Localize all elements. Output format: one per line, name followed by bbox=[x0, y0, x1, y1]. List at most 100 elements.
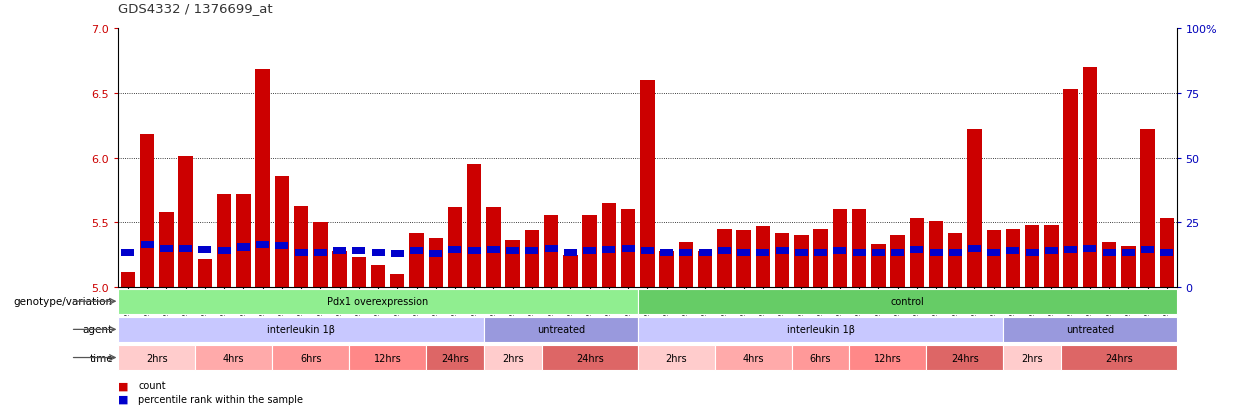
Bar bbox=[930, 249, 942, 256]
Bar bbox=[794, 249, 808, 256]
Text: interleukin 1β: interleukin 1β bbox=[268, 325, 335, 335]
Bar bbox=[484, 345, 542, 370]
Text: ■: ■ bbox=[118, 394, 128, 404]
Bar bbox=[428, 238, 443, 287]
Text: 6hrs: 6hrs bbox=[809, 353, 832, 363]
Bar bbox=[332, 251, 347, 287]
Bar bbox=[141, 241, 153, 248]
Bar bbox=[349, 345, 426, 370]
Bar bbox=[139, 135, 154, 287]
Bar bbox=[178, 157, 193, 287]
Bar bbox=[641, 248, 654, 255]
Bar bbox=[640, 81, 655, 287]
Bar bbox=[910, 247, 924, 254]
Text: genotype/variation: genotype/variation bbox=[14, 297, 113, 306]
Bar bbox=[255, 70, 270, 287]
Bar bbox=[1045, 248, 1058, 255]
Bar bbox=[487, 207, 500, 287]
Bar bbox=[1140, 130, 1155, 287]
Bar bbox=[660, 249, 674, 256]
Bar bbox=[1064, 247, 1077, 254]
Bar bbox=[448, 247, 462, 254]
Bar bbox=[564, 249, 576, 256]
Bar bbox=[426, 345, 484, 370]
Bar bbox=[660, 251, 674, 287]
Bar bbox=[853, 249, 865, 256]
Text: 24hrs: 24hrs bbox=[441, 353, 469, 363]
Text: untreated: untreated bbox=[537, 325, 585, 335]
Bar bbox=[1122, 249, 1135, 256]
Bar bbox=[542, 345, 637, 370]
Bar bbox=[545, 245, 558, 252]
Bar bbox=[715, 345, 792, 370]
Bar bbox=[814, 249, 827, 256]
Bar bbox=[621, 210, 635, 287]
Bar bbox=[947, 233, 962, 287]
Bar bbox=[967, 130, 982, 287]
Bar bbox=[218, 248, 230, 255]
Bar bbox=[118, 289, 637, 314]
Text: 12hrs: 12hrs bbox=[374, 353, 402, 363]
Bar bbox=[275, 242, 289, 249]
Text: 24hrs: 24hrs bbox=[951, 353, 979, 363]
Bar bbox=[1006, 248, 1020, 255]
Bar bbox=[159, 245, 173, 252]
Bar bbox=[891, 249, 904, 256]
Text: 12hrs: 12hrs bbox=[874, 353, 901, 363]
Bar bbox=[1159, 219, 1174, 287]
Bar bbox=[121, 272, 136, 287]
Bar bbox=[237, 244, 250, 251]
Bar bbox=[1006, 229, 1020, 287]
Text: 2hrs: 2hrs bbox=[146, 353, 168, 363]
Bar bbox=[1026, 249, 1038, 256]
Text: time: time bbox=[90, 353, 113, 363]
Bar bbox=[334, 248, 346, 255]
Bar bbox=[872, 245, 885, 287]
Bar bbox=[118, 345, 195, 370]
Bar bbox=[371, 266, 385, 287]
Text: 24hrs: 24hrs bbox=[575, 353, 604, 363]
Bar bbox=[371, 249, 385, 256]
Text: count: count bbox=[138, 380, 166, 390]
Bar bbox=[929, 221, 944, 287]
Bar bbox=[430, 250, 442, 257]
Bar bbox=[1122, 246, 1135, 287]
Bar bbox=[314, 249, 326, 256]
Bar bbox=[275, 176, 289, 287]
Bar bbox=[525, 248, 538, 255]
Bar bbox=[352, 248, 365, 255]
Bar bbox=[679, 242, 693, 287]
Bar bbox=[698, 251, 712, 287]
Bar bbox=[237, 195, 250, 287]
Bar bbox=[273, 345, 349, 370]
Bar bbox=[390, 275, 405, 287]
Text: 24hrs: 24hrs bbox=[1104, 353, 1133, 363]
Text: 6hrs: 6hrs bbox=[300, 353, 321, 363]
Bar bbox=[1083, 245, 1097, 252]
Bar bbox=[410, 233, 423, 287]
Text: 4hrs: 4hrs bbox=[742, 353, 764, 363]
Bar bbox=[217, 195, 232, 287]
Bar bbox=[159, 212, 173, 287]
Bar bbox=[467, 165, 482, 287]
Text: percentile rank within the sample: percentile rank within the sample bbox=[138, 394, 304, 404]
Bar bbox=[1083, 68, 1097, 287]
Bar bbox=[1025, 225, 1040, 287]
Text: 2hrs: 2hrs bbox=[665, 353, 687, 363]
Bar bbox=[468, 248, 481, 255]
Bar bbox=[637, 317, 1003, 342]
Bar bbox=[890, 236, 905, 287]
Bar bbox=[1160, 249, 1173, 256]
Bar bbox=[849, 345, 926, 370]
Bar bbox=[680, 249, 692, 256]
Bar bbox=[813, 229, 828, 287]
Bar bbox=[484, 317, 637, 342]
Bar bbox=[926, 345, 1003, 370]
Bar bbox=[949, 249, 961, 256]
Bar bbox=[757, 249, 769, 256]
Bar bbox=[1061, 345, 1177, 370]
Bar bbox=[717, 229, 732, 287]
Bar bbox=[637, 289, 1177, 314]
Bar bbox=[294, 206, 309, 287]
Bar bbox=[583, 215, 596, 287]
